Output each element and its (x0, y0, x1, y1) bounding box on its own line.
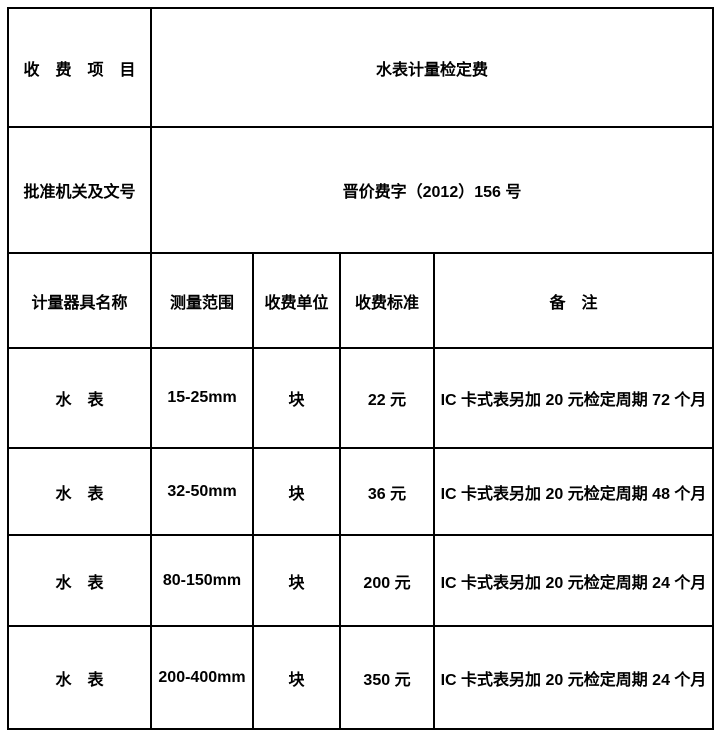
table-header-row: 计量器具名称 测量范围 收费单位 收费标准 备 注 (7, 252, 715, 349)
cell-fee: 200 元 (339, 534, 435, 627)
approval-value: 晋价费字（2012）156 号 (149, 126, 715, 254)
col-header-instrument-name: 计量器具名称 (7, 252, 152, 349)
fee-table: 收 费 项 目 水表计量检定费 批准机关及文号 晋价费字（2012）156 号 … (7, 7, 715, 730)
fee-item-row: 收 费 项 目 水表计量检定费 (7, 7, 715, 128)
cell-unit: 块 (252, 447, 341, 536)
cell-fee: 22 元 (339, 347, 435, 449)
col-header-charge-standard: 收费标准 (339, 252, 435, 349)
cell-remark: IC 卡式表另加 20 元检定周期 24 个月 (432, 625, 715, 730)
approval-row: 批准机关及文号 晋价费字（2012）156 号 (7, 126, 715, 254)
cell-unit: 块 (252, 625, 341, 730)
col-header-charge-unit: 收费单位 (252, 252, 341, 349)
fee-item-label: 收 费 项 目 (7, 7, 152, 128)
cell-unit: 块 (252, 534, 341, 627)
table-row: 水 表 80-150mm 块 200 元 IC 卡式表另加 20 元检定周期 2… (7, 534, 715, 627)
cell-instrument: 水 表 (7, 534, 152, 627)
approval-label: 批准机关及文号 (7, 126, 152, 254)
col-header-measure-range: 测量范围 (150, 252, 254, 349)
cell-unit: 块 (252, 347, 341, 449)
cell-fee: 350 元 (339, 625, 435, 730)
cell-remark: IC 卡式表另加 20 元检定周期 72 个月 (432, 347, 715, 449)
cell-range: 15-25mm (150, 347, 254, 449)
cell-range: 32-50mm (150, 447, 254, 536)
cell-instrument: 水 表 (7, 347, 152, 449)
table-row: 水 表 15-25mm 块 22 元 IC 卡式表另加 20 元检定周期 72 … (7, 347, 715, 449)
cell-remark: IC 卡式表另加 20 元检定周期 24 个月 (432, 534, 715, 627)
cell-remark: IC 卡式表另加 20 元检定周期 48 个月 (432, 447, 715, 536)
fee-item-value: 水表计量检定费 (149, 7, 715, 128)
cell-range: 80-150mm (150, 534, 254, 627)
col-header-remark: 备 注 (432, 252, 715, 349)
cell-fee: 36 元 (339, 447, 435, 536)
table-row: 水 表 200-400mm 块 350 元 IC 卡式表另加 20 元检定周期 … (7, 625, 715, 730)
cell-instrument: 水 表 (7, 625, 152, 730)
cell-instrument: 水 表 (7, 447, 152, 536)
cell-range: 200-400mm (150, 625, 254, 730)
table-row: 水 表 32-50mm 块 36 元 IC 卡式表另加 20 元检定周期 48 … (7, 447, 715, 536)
